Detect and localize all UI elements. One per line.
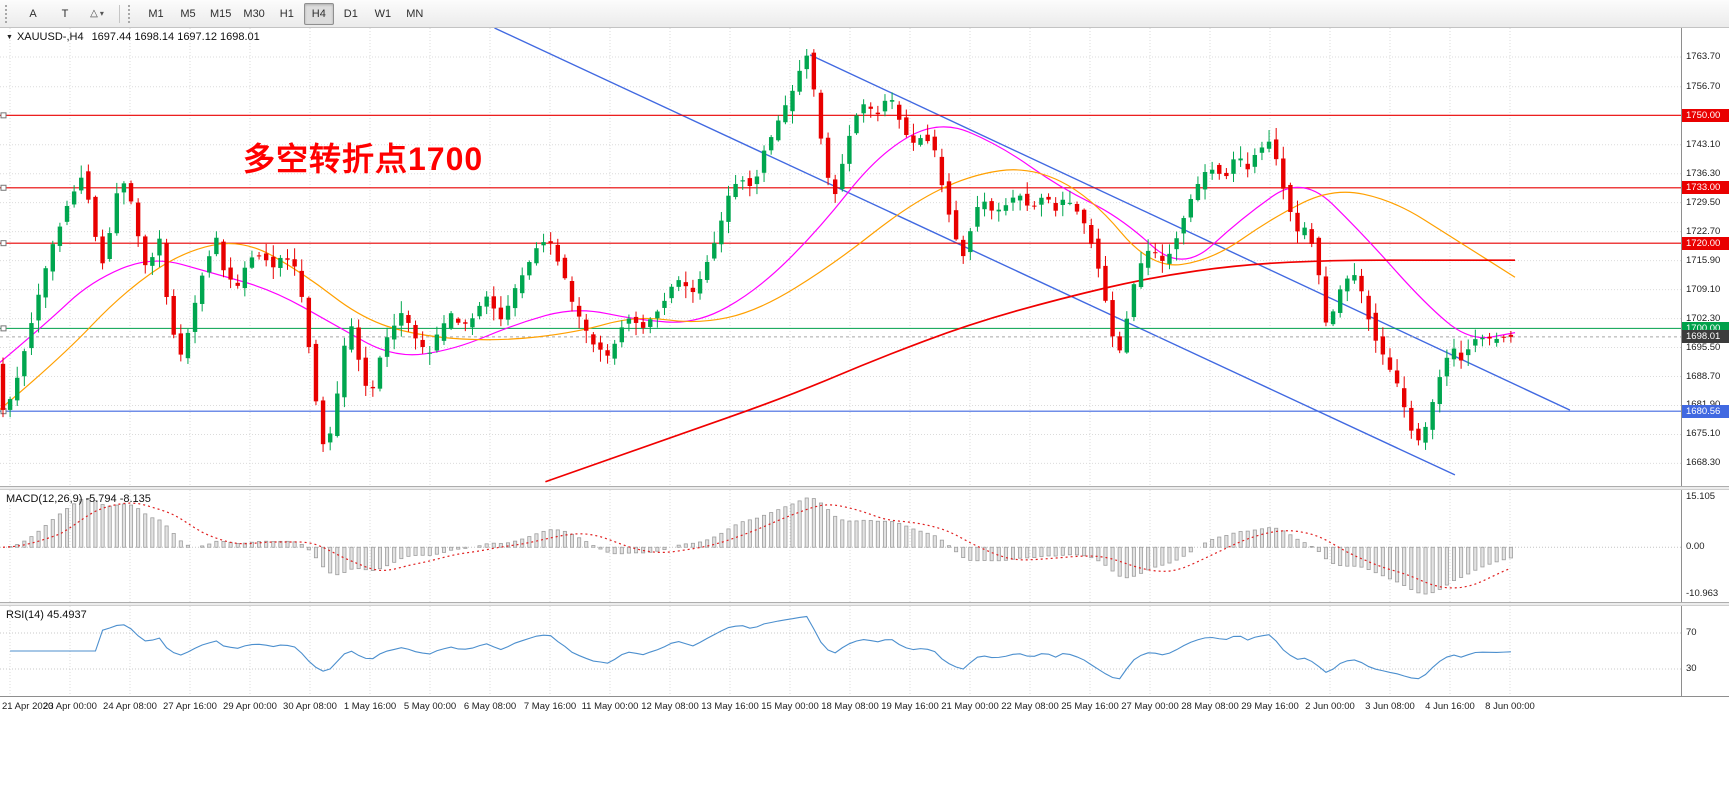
timeframe-button-d1[interactable]: D1	[343, 7, 358, 20]
macd-chart[interactable]	[0, 490, 1682, 602]
axis-tick-label: 1709.10	[1686, 283, 1721, 295]
chart-quote-line: ▼ XAUUSD-,H4 1697.44 1698.14 1697.12 1698.…	[6, 31, 260, 43]
axis-tick-label: 30	[1686, 663, 1697, 674]
toolbar-grip[interactable]	[5, 4, 12, 23]
axis-tick-label: 1695.50	[1686, 341, 1721, 353]
macd-label: MACD(12,26,9) -5.794 -8.135	[6, 493, 151, 505]
shapes-tool-button[interactable]: △ ▾	[82, 3, 112, 25]
price-level-badge: 1698.01	[1682, 330, 1729, 344]
axis-tick-label: 1702.30	[1686, 312, 1721, 324]
time-axis-label: 28 May 08:00	[1181, 701, 1239, 712]
time-axis-label: 19 May 16:00	[881, 701, 939, 712]
time-axis[interactable]: 21 Apr 2020 23 Apr 00:00 24 Apr 08:00 27 Ap…	[0, 696, 1729, 718]
time-axis-label: 22 May 08:00	[1001, 701, 1059, 712]
timeframe-button-h1[interactable]: H1	[279, 7, 294, 20]
timeframe-button-w1[interactable]: W1	[374, 7, 392, 20]
collapse-icon[interactable]: ▼	[6, 34, 13, 41]
pane-splitter[interactable]	[0, 486, 1729, 490]
text-tool-button[interactable]: T	[61, 7, 69, 20]
toolbar-separator	[119, 4, 120, 23]
axis-tick-label: 1668.30	[1686, 457, 1721, 469]
symbol-label: XAUUSD-,H4	[16, 31, 84, 43]
axis-tick-label: 70	[1686, 627, 1697, 638]
axis-tick-label: 1688.70	[1686, 370, 1721, 382]
time-axis-label: 1 May 16:00	[343, 701, 397, 712]
chevron-down-icon: ▾	[99, 9, 104, 18]
rsi-pane-canvas[interactable]: RSI(14) 45.4937	[0, 606, 1682, 696]
timeframe-button-m30[interactable]: M30	[243, 7, 265, 20]
timeframe-button-mn[interactable]: MN	[406, 7, 424, 20]
price-level-badge: 1680.56	[1682, 404, 1729, 418]
price-level-badge: 1720.00	[1682, 236, 1729, 250]
axis-tick-label: 1722.70	[1686, 225, 1721, 237]
price-level-badge: 1750.00	[1682, 108, 1729, 122]
time-axis-label: 23 Apr 00:00	[43, 701, 97, 712]
time-axis-label: 24 Apr 08:00	[103, 701, 157, 712]
time-axis-label: 15 May 00:00	[761, 701, 819, 712]
quote-ohlc-values: 1697.44 1698.14 1697.12 1698.01	[91, 31, 260, 43]
price-level-badge: 1733.00	[1682, 181, 1729, 195]
time-axis-label: 5 May 00:00	[403, 701, 457, 712]
axis-tick-label: 1743.10	[1686, 138, 1721, 150]
axis-tick-label: 15.105	[1686, 491, 1716, 502]
main-chart-canvas[interactable]: ▼ XAUUSD-,H4 1697.44 1698.14 1697.12 1698.…	[0, 28, 1682, 486]
price-axis[interactable]: 1763.70 1756.70 1743.10 1736.30 1729.50 1722.…	[1682, 28, 1729, 486]
axis-tick-label: 1763.70	[1686, 50, 1721, 62]
shapes-icon: △	[90, 8, 98, 19]
time-axis-label: 21 May 00:00	[941, 701, 999, 712]
rsi-axis[interactable]: 70 30	[1682, 606, 1729, 696]
macd-axis[interactable]: 15.105 0.00 -10.963	[1682, 490, 1729, 602]
macd-pane-canvas[interactable]: MACD(12,26,9) -5.794 -8.135	[0, 490, 1682, 602]
axis-tick-label: 0.00	[1686, 541, 1705, 553]
pane-splitter[interactable]	[0, 602, 1729, 606]
time-axis-label: 27 Apr 16:00	[163, 701, 217, 712]
time-axis-label: 25 May 16:00	[1061, 701, 1119, 712]
timeframe-button-m15[interactable]: M15	[210, 7, 232, 20]
time-axis-label: 2 Jun 00:00	[1305, 701, 1355, 712]
axis-tick-label: 1715.90	[1686, 254, 1721, 266]
time-axis-label: 8 Jun 00:00	[1485, 701, 1535, 712]
axis-tick-label: 1729.50	[1686, 196, 1721, 208]
arrow-tool-button[interactable]: A	[29, 7, 37, 20]
toolbar-grip[interactable]	[128, 4, 135, 23]
time-axis-label: 21 Apr 2020	[2, 701, 54, 712]
time-axis-label: 18 May 08:00	[821, 701, 879, 712]
candlestick-chart[interactable]	[0, 28, 1682, 486]
time-axis-label: 29 Apr 00:00	[223, 701, 277, 712]
chart-text-annotation[interactable]: 多空转折点1700	[243, 141, 484, 177]
window-bottom-area	[0, 718, 1729, 794]
axis-tick-label: 1736.30	[1686, 167, 1721, 179]
time-axis-label: 13 May 16:00	[701, 701, 759, 712]
timeframe-toolbar: M1 M5 M15 M30 H1 H4 D1 W1 MN	[141, 2, 430, 25]
time-axis-label: 11 May 00:00	[581, 701, 639, 712]
time-axis-label: 30 Apr 08:00	[283, 701, 337, 712]
rsi-chart[interactable]	[0, 606, 1682, 696]
axis-tick-label: 1756.70	[1686, 80, 1721, 92]
timeframe-button-h4[interactable]: H4	[303, 2, 334, 25]
timeframe-button-m1[interactable]: M1	[148, 7, 164, 20]
axis-tick-label: 1675.10	[1686, 428, 1721, 440]
time-axis-label: 4 Jun 16:00	[1425, 701, 1475, 712]
time-axis-label: 27 May 00:00	[1121, 701, 1179, 712]
time-axis-label: 29 May 16:00	[1241, 701, 1299, 712]
time-axis-label: 12 May 08:00	[641, 701, 699, 712]
time-axis-label: 3 Jun 08:00	[1365, 701, 1415, 712]
axis-tick-label: -10.963	[1686, 588, 1719, 599]
rsi-label: RSI(14) 45.4937	[6, 609, 87, 621]
time-axis-label: 6 May 08:00	[463, 701, 517, 712]
timeframe-button-m5[interactable]: M5	[180, 7, 196, 20]
toolbar: A T △ ▾ M1 M5 M15 M30 H1 H4 D1 W1 MN	[0, 0, 1729, 28]
time-axis-label: 7 May 16:00	[523, 701, 577, 712]
